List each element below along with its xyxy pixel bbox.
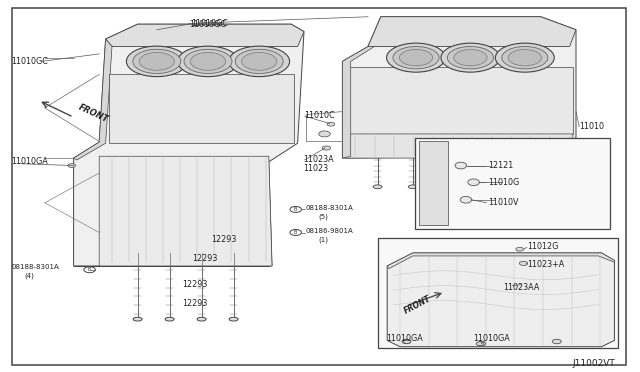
Text: 12293: 12293 bbox=[182, 280, 208, 289]
Ellipse shape bbox=[476, 342, 484, 346]
Text: 11010GA: 11010GA bbox=[12, 157, 48, 166]
Ellipse shape bbox=[402, 339, 411, 344]
Ellipse shape bbox=[408, 185, 417, 189]
Ellipse shape bbox=[460, 196, 472, 203]
Ellipse shape bbox=[447, 46, 493, 69]
Ellipse shape bbox=[322, 146, 331, 150]
Ellipse shape bbox=[290, 230, 301, 235]
Ellipse shape bbox=[229, 317, 238, 321]
Text: FRONT: FRONT bbox=[77, 103, 109, 124]
Ellipse shape bbox=[191, 52, 226, 70]
Ellipse shape bbox=[197, 317, 206, 321]
Text: B: B bbox=[88, 267, 92, 272]
Ellipse shape bbox=[327, 122, 335, 126]
Text: J11002VT: J11002VT bbox=[573, 359, 616, 368]
Polygon shape bbox=[109, 74, 294, 143]
Text: 12293: 12293 bbox=[192, 254, 218, 263]
Ellipse shape bbox=[495, 43, 554, 72]
Ellipse shape bbox=[84, 267, 95, 273]
Text: 11023: 11023 bbox=[303, 164, 328, 173]
Ellipse shape bbox=[440, 185, 449, 189]
Text: 11010GA: 11010GA bbox=[387, 334, 423, 343]
Ellipse shape bbox=[516, 247, 524, 251]
Polygon shape bbox=[74, 39, 112, 160]
Text: 11010: 11010 bbox=[579, 122, 604, 131]
Text: 08188-8301A: 08188-8301A bbox=[306, 205, 354, 211]
Text: 11010G: 11010G bbox=[488, 178, 519, 187]
Text: (1): (1) bbox=[318, 236, 328, 243]
Ellipse shape bbox=[387, 43, 445, 72]
Ellipse shape bbox=[242, 52, 277, 70]
Ellipse shape bbox=[236, 49, 284, 74]
Ellipse shape bbox=[520, 261, 527, 266]
Ellipse shape bbox=[373, 185, 382, 189]
Ellipse shape bbox=[454, 49, 487, 66]
Ellipse shape bbox=[393, 46, 439, 69]
Ellipse shape bbox=[165, 317, 174, 321]
Text: FRONT: FRONT bbox=[403, 294, 433, 316]
Ellipse shape bbox=[290, 206, 301, 212]
Text: 11012G: 11012G bbox=[527, 242, 558, 251]
Text: 11010V: 11010V bbox=[488, 198, 518, 207]
Ellipse shape bbox=[502, 46, 548, 69]
Ellipse shape bbox=[399, 49, 433, 66]
Text: B: B bbox=[294, 207, 298, 212]
Text: 11010GC: 11010GC bbox=[191, 19, 228, 28]
Bar bbox=[415, 138, 610, 229]
Text: 12121: 12121 bbox=[488, 161, 513, 170]
Ellipse shape bbox=[552, 339, 561, 344]
Ellipse shape bbox=[455, 162, 467, 169]
Polygon shape bbox=[99, 156, 272, 266]
Ellipse shape bbox=[477, 341, 486, 346]
Text: 12293: 12293 bbox=[211, 235, 237, 244]
Ellipse shape bbox=[178, 46, 239, 77]
Ellipse shape bbox=[319, 131, 330, 137]
Text: (4): (4) bbox=[24, 272, 34, 279]
Text: 08188-8301A: 08188-8301A bbox=[12, 264, 60, 270]
Text: 12293: 12293 bbox=[182, 299, 208, 308]
Ellipse shape bbox=[403, 340, 411, 343]
Text: 08186-9801A: 08186-9801A bbox=[306, 228, 354, 234]
Text: 11023AA: 11023AA bbox=[503, 283, 540, 292]
Polygon shape bbox=[106, 24, 304, 46]
Ellipse shape bbox=[468, 179, 479, 186]
Polygon shape bbox=[387, 253, 614, 269]
Text: 11023A: 11023A bbox=[303, 155, 334, 164]
Polygon shape bbox=[368, 17, 576, 46]
Ellipse shape bbox=[229, 46, 290, 77]
Ellipse shape bbox=[441, 43, 500, 72]
Ellipse shape bbox=[184, 49, 232, 74]
Text: 11010GA: 11010GA bbox=[474, 334, 510, 343]
Bar bbox=[378, 238, 618, 348]
Text: 11023+A: 11023+A bbox=[527, 260, 564, 269]
Text: B: B bbox=[294, 230, 298, 235]
Text: (5): (5) bbox=[318, 213, 328, 220]
Polygon shape bbox=[342, 17, 576, 158]
Ellipse shape bbox=[68, 164, 76, 167]
Polygon shape bbox=[419, 141, 448, 225]
Polygon shape bbox=[342, 46, 374, 158]
Ellipse shape bbox=[133, 49, 181, 74]
Ellipse shape bbox=[140, 52, 174, 70]
Ellipse shape bbox=[508, 49, 541, 66]
Polygon shape bbox=[74, 24, 304, 266]
Polygon shape bbox=[349, 67, 573, 134]
Ellipse shape bbox=[133, 317, 142, 321]
Text: 11010GC: 11010GC bbox=[189, 20, 226, 29]
Polygon shape bbox=[387, 253, 614, 347]
Ellipse shape bbox=[127, 46, 188, 77]
Text: 11010C: 11010C bbox=[304, 111, 335, 120]
Text: 11010GC: 11010GC bbox=[12, 57, 49, 66]
Polygon shape bbox=[346, 134, 573, 158]
